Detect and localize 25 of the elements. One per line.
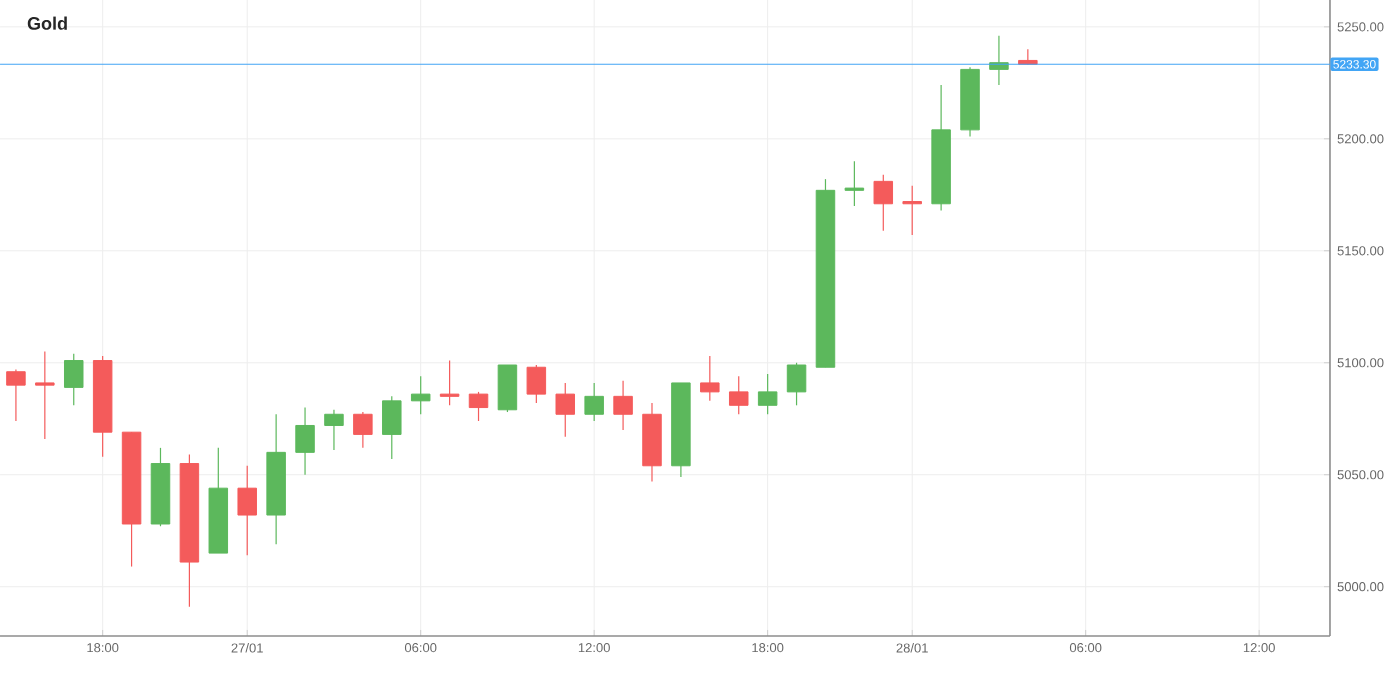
candlestick bbox=[64, 353, 84, 406]
candlestick bbox=[584, 382, 604, 422]
candlestick bbox=[237, 465, 257, 556]
candlestick bbox=[410, 375, 431, 415]
candlestick bbox=[873, 174, 894, 232]
candlestick bbox=[757, 373, 778, 415]
candlestick bbox=[728, 375, 749, 415]
candlestick bbox=[526, 364, 547, 404]
candlestick bbox=[324, 409, 344, 451]
candlestick bbox=[353, 411, 373, 449]
text: Gold bbox=[27, 16, 67, 30]
candlestick bbox=[295, 406, 315, 476]
candlestick bbox=[382, 395, 402, 460]
candlestick bbox=[439, 359, 460, 406]
candlestick bbox=[497, 364, 518, 413]
candlestick bbox=[555, 382, 576, 438]
candlestick bbox=[844, 160, 865, 207]
candlestick bbox=[613, 380, 633, 431]
candlestick bbox=[700, 355, 720, 402]
candlestick bbox=[989, 35, 1009, 86]
candlestick bbox=[786, 362, 807, 406]
candlestick bbox=[468, 391, 489, 422]
candlestick bbox=[35, 350, 55, 440]
candlestick bbox=[902, 185, 922, 236]
candlestick bbox=[6, 368, 26, 422]
